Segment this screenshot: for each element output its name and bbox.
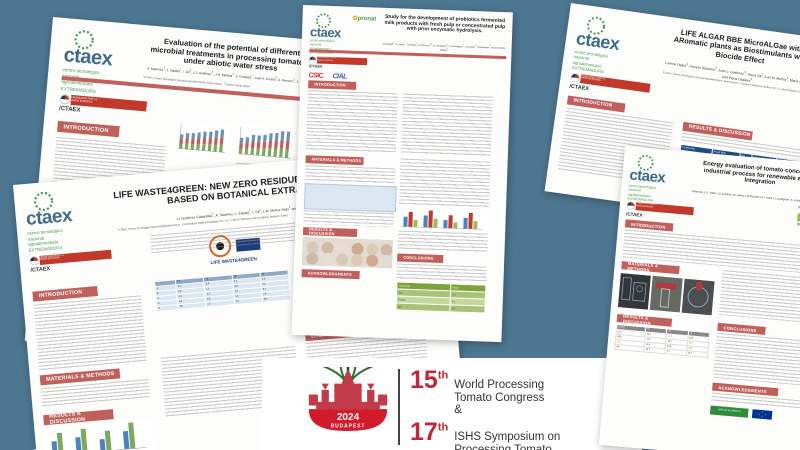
svg-text:2024: 2024	[337, 412, 360, 423]
svg-text:BUDAPEST: BUDAPEST	[331, 423, 366, 429]
